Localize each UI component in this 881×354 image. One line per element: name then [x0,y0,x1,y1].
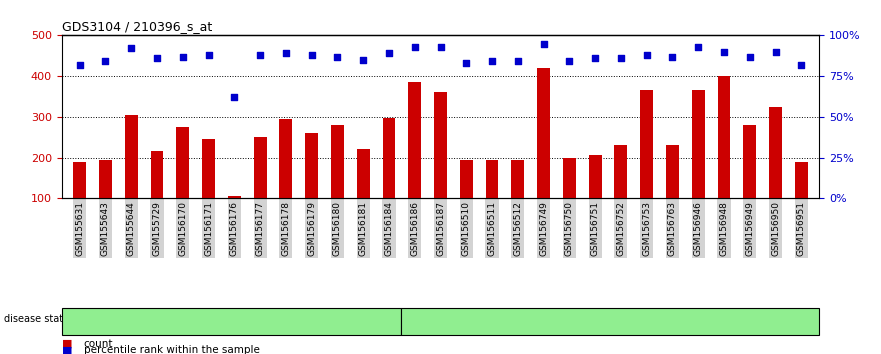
Point [614,55,628,61]
Point [253,52,267,58]
Point [305,52,319,58]
Point [175,54,189,59]
Point [665,54,679,59]
Point [640,52,654,58]
Text: percentile rank within the sample: percentile rank within the sample [84,346,260,354]
Bar [692,90,705,239]
Bar [357,149,370,239]
Text: ■: ■ [62,339,72,349]
Point [562,59,576,64]
Bar [589,155,602,239]
Point [795,62,809,68]
Point [278,51,292,56]
Bar [228,196,241,239]
Text: GDS3104 / 210396_s_at: GDS3104 / 210396_s_at [62,20,212,33]
Text: count: count [84,339,113,349]
Bar [563,158,576,239]
Bar [485,160,499,239]
Bar [382,118,396,239]
Bar [769,107,782,239]
Bar [460,160,473,239]
Point [459,60,473,66]
Point [124,46,138,51]
Point [537,41,551,46]
Bar [408,82,421,239]
Bar [151,152,164,239]
Point [589,55,603,61]
Bar [73,161,86,239]
Point [99,59,113,64]
Bar [744,125,756,239]
Point [202,52,216,58]
Bar [537,68,550,239]
Bar [99,160,112,239]
Bar [279,119,292,239]
Bar [176,127,189,239]
Point [743,54,757,59]
Point [356,57,370,63]
Point [330,54,344,59]
Bar [305,133,318,239]
Point [381,51,396,56]
Text: disease state ▶: disease state ▶ [4,314,80,324]
Point [485,59,500,64]
Bar [331,125,344,239]
Point [433,44,448,50]
Bar [640,90,653,239]
Point [768,49,782,55]
Bar [254,137,267,239]
Point [692,44,706,50]
Point [408,44,422,50]
Bar [202,139,215,239]
Text: control: control [212,316,251,326]
Bar [795,161,808,239]
Bar [511,160,524,239]
Bar [614,145,627,239]
Bar [434,92,447,239]
Point [717,49,731,55]
Point [72,62,86,68]
Point [150,55,164,61]
Bar [717,76,730,239]
Text: ■: ■ [62,346,72,354]
Text: insulin-resistant polycystic ovary syndrome: insulin-resistant polycystic ovary syndr… [489,316,731,326]
Bar [125,115,137,239]
Point [511,59,525,64]
Point [227,95,241,100]
Bar [666,145,679,239]
